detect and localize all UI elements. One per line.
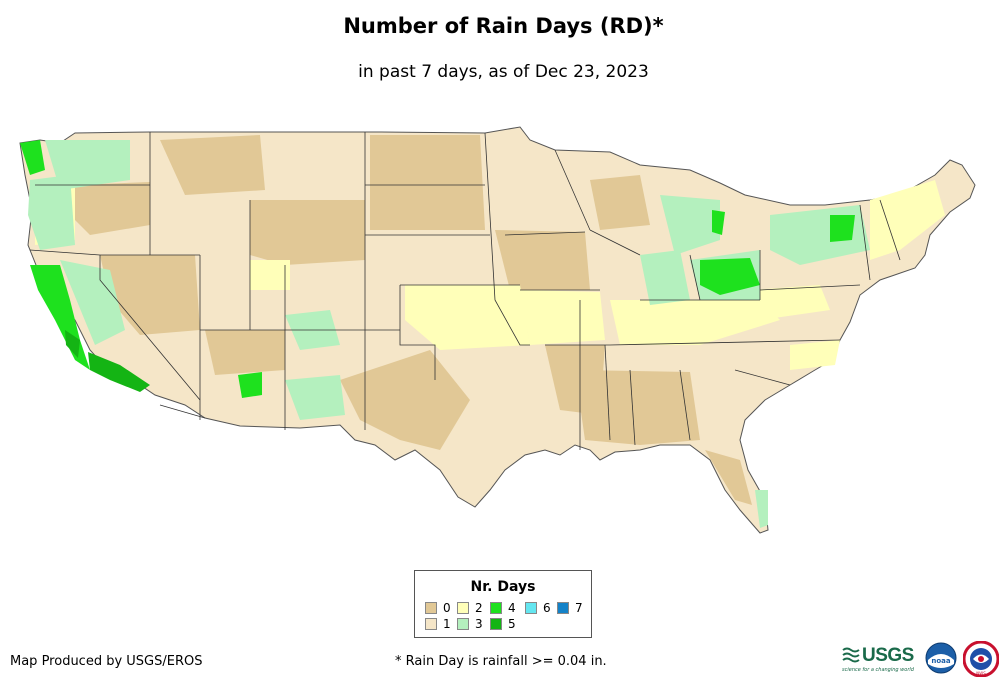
legend-swatch xyxy=(525,602,537,614)
dry-zones xyxy=(70,135,752,505)
legend-swatch xyxy=(490,618,502,630)
nws-logo-icon: NWS xyxy=(963,641,999,677)
legend-item-5: 5 xyxy=(490,617,516,631)
legend-label: 3 xyxy=(475,617,483,631)
legend-label: 2 xyxy=(475,601,483,615)
usgs-logo: USGS xyxy=(842,644,920,668)
map-legend: Nr. Days 0 1 2 3 4 5 6 7 xyxy=(414,570,592,638)
legend-label: 7 xyxy=(575,601,583,615)
legend-item-3: 3 xyxy=(457,617,483,631)
legend-label: 1 xyxy=(443,617,451,631)
map-subtitle: in past 7 days, as of Dec 23, 2023 xyxy=(358,62,649,82)
map-title: Number of Rain Days (RD)* xyxy=(343,14,664,38)
state-borders xyxy=(29,132,901,450)
legend-label: 4 xyxy=(508,601,516,615)
legend-swatch xyxy=(425,618,437,630)
noaa-logo-icon: noaa xyxy=(925,642,957,674)
usgs-logo-text: USGS xyxy=(862,645,914,666)
legend-item-0: 0 xyxy=(425,601,451,615)
legend-label: 5 xyxy=(508,617,516,631)
nws-logo-text: NWS xyxy=(976,671,986,676)
map-credit: Map Produced by USGS/EROS xyxy=(10,654,203,669)
legend-swatch xyxy=(457,618,469,630)
legend-title: Nr. Days xyxy=(470,579,536,595)
legend-swatch xyxy=(425,602,437,614)
five-day-zones xyxy=(65,330,150,392)
legend-label: 6 xyxy=(543,601,551,615)
usgs-tagline: science for a changing world xyxy=(842,667,914,673)
legend-item-7: 7 xyxy=(557,601,583,615)
legend-item-1: 1 xyxy=(425,617,451,631)
legend-label: 0 xyxy=(443,601,451,615)
legend-item-4: 4 xyxy=(490,601,516,615)
usgs-wave-icon xyxy=(842,647,860,663)
two-day-zones xyxy=(35,180,945,370)
noaa-logo-text: noaa xyxy=(931,657,951,665)
us-rain-days-map xyxy=(19,126,976,534)
legend-swatch xyxy=(490,602,502,614)
legend-swatch xyxy=(457,602,469,614)
rain-day-footnote: * Rain Day is rainfall >= 0.04 in. xyxy=(395,654,607,669)
legend-item-6: 6 xyxy=(525,601,551,615)
legend-swatch xyxy=(557,602,569,614)
legend-item-2: 2 xyxy=(457,601,483,615)
